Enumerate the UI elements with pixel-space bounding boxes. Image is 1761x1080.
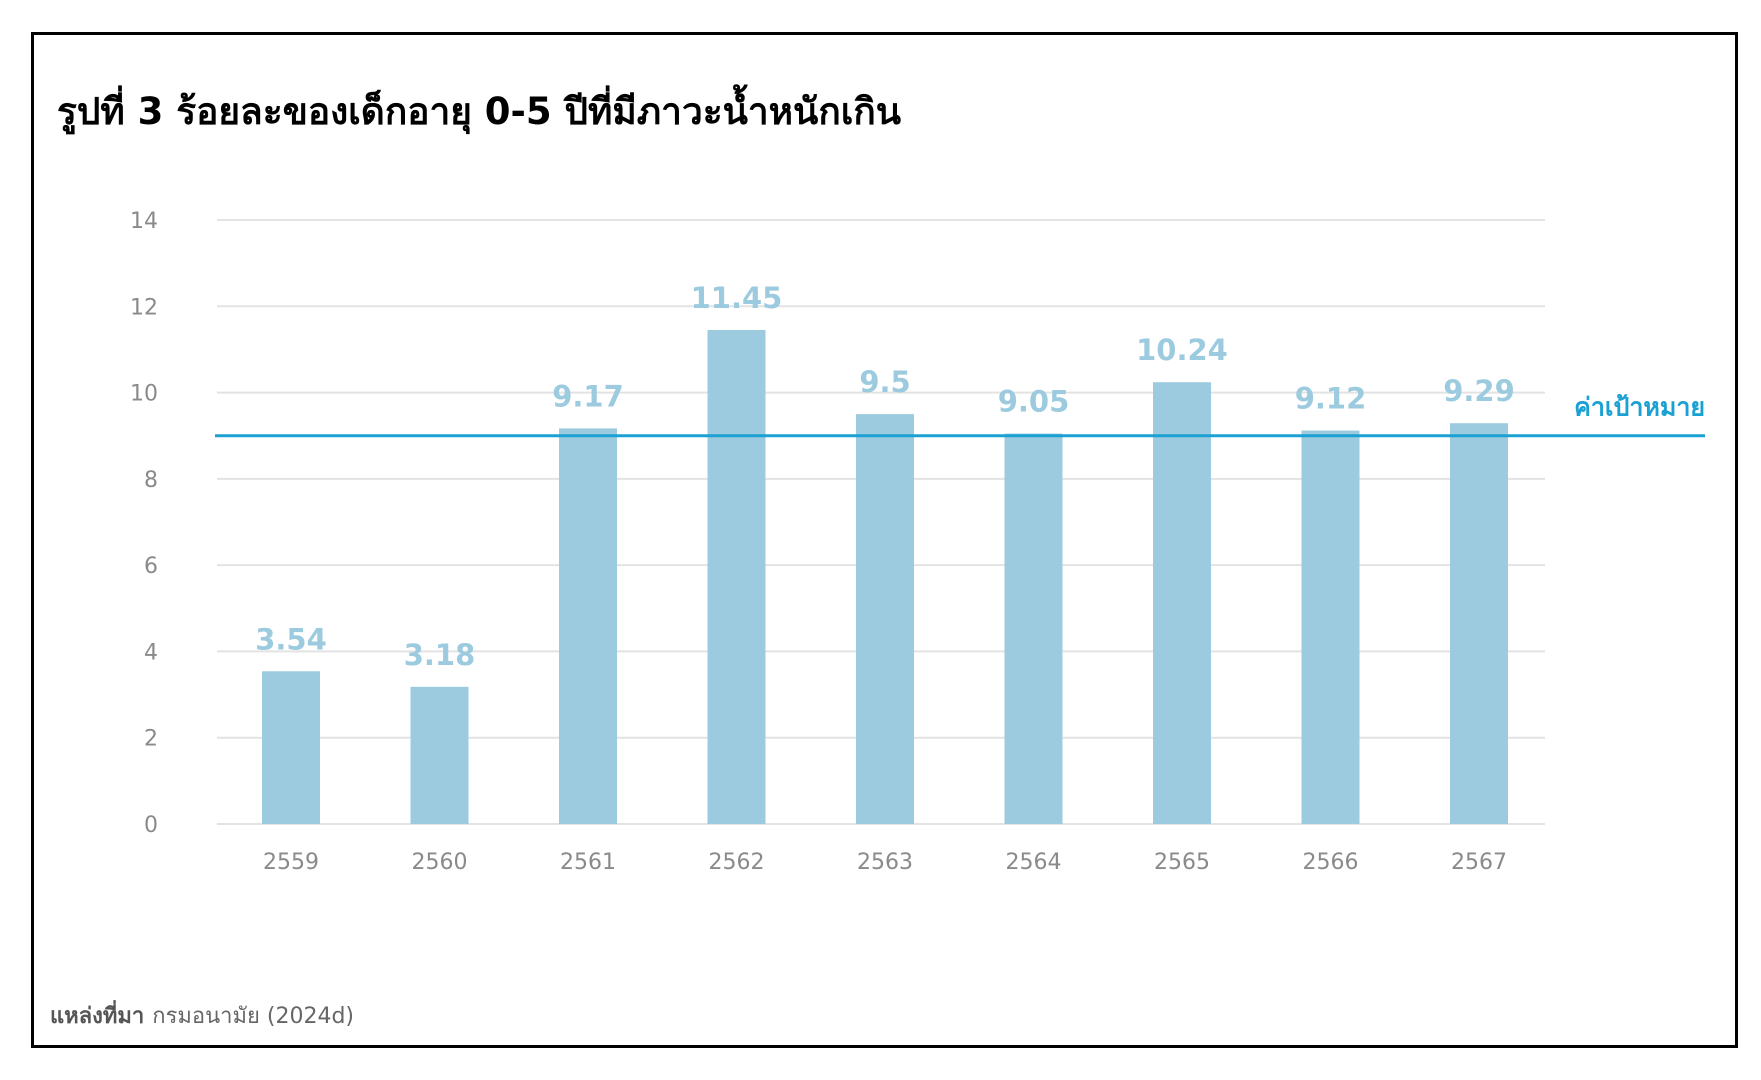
bar: [1004, 433, 1063, 824]
x-tick-label: 2561: [560, 850, 616, 875]
bar: [262, 671, 320, 824]
bar: [1450, 423, 1508, 824]
data-label: 9.5: [859, 365, 910, 399]
figure-frame: [31, 32, 1738, 1048]
y-tick-label: 4: [144, 640, 158, 665]
x-tick-label: 2566: [1303, 850, 1359, 875]
bar: [559, 428, 617, 824]
source-label: แหล่งที่มา: [50, 1004, 145, 1029]
x-tick-label: 2567: [1451, 850, 1507, 875]
bar: [856, 414, 914, 824]
x-tick-label: 2564: [1006, 850, 1062, 875]
y-tick-label: 14: [130, 209, 158, 234]
y-tick-label: 8: [144, 468, 158, 493]
figure-title: รูปที่ 3 ร้อยละของเด็กอายุ 0-5 ปีที่มีภา…: [57, 90, 902, 133]
bar: [410, 686, 469, 824]
x-tick-label: 2562: [709, 850, 765, 875]
y-tick-label: 2: [144, 727, 158, 752]
y-tick-label: 10: [130, 382, 158, 407]
y-tick-label: 12: [130, 295, 158, 320]
x-tick-label: 2560: [412, 850, 468, 875]
bar: [1301, 430, 1360, 824]
target-label: ค่าเป้าหมาย: [1574, 393, 1705, 422]
source-text: กรมอนามัย (2024d): [152, 1004, 355, 1029]
x-tick-label: 2565: [1154, 850, 1210, 875]
data-label: 3.18: [404, 638, 476, 672]
data-label: 10.24: [1136, 333, 1228, 367]
data-label: 9.29: [1443, 374, 1515, 408]
x-tick-label: 2559: [263, 850, 319, 875]
data-label: 11.45: [691, 281, 783, 315]
x-tick-label: 2563: [857, 850, 913, 875]
data-label: 9.17: [552, 379, 624, 413]
bar: [707, 330, 766, 824]
source-note: แหล่งที่มา กรมอนามัย (2024d): [50, 998, 354, 1033]
data-label: 3.54: [255, 622, 327, 656]
y-tick-label: 6: [144, 554, 158, 579]
bar: [1153, 382, 1211, 824]
data-label: 9.12: [1295, 382, 1367, 416]
data-label: 9.05: [998, 385, 1070, 419]
y-tick-label: 0: [144, 813, 158, 838]
